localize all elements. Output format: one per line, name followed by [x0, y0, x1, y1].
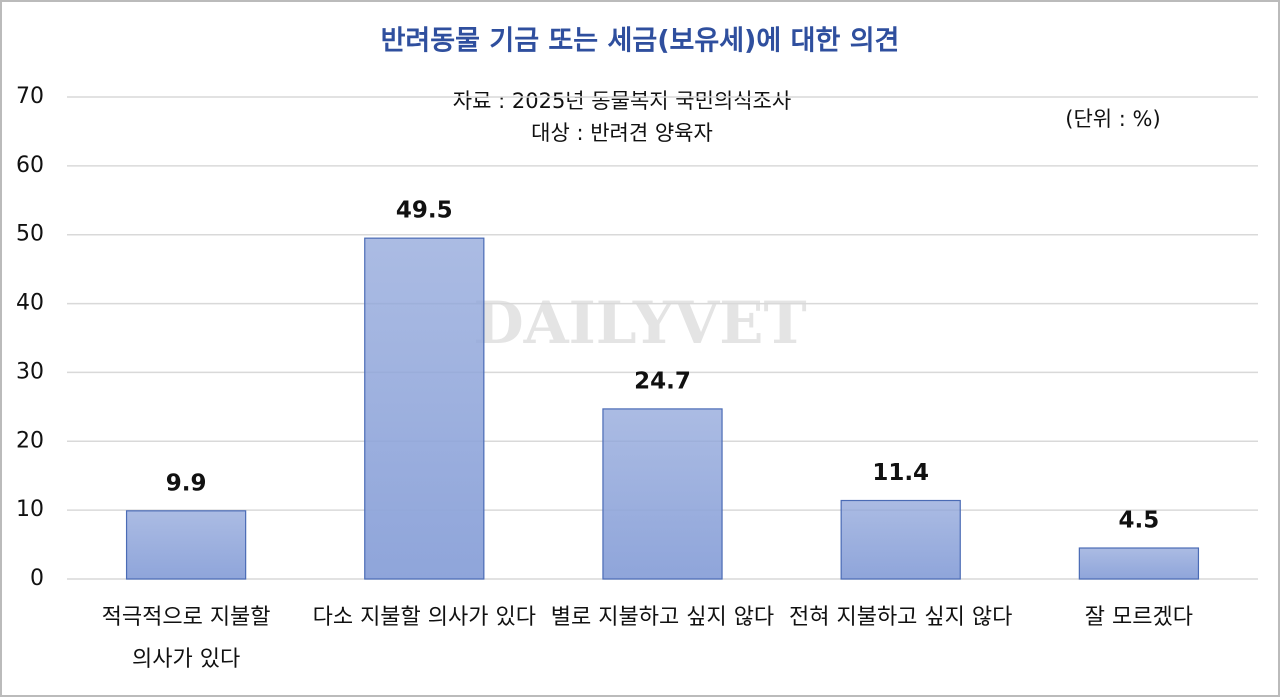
x-tick-label-box: 다소 지불할 의사가 있다: [312, 605, 536, 630]
chart-title: 반려동물 기금 또는 세금(보유세)에 대한 의견: [381, 26, 900, 57]
x-tick-label-box: 적극적으로 지불할 의사가 있다: [101, 605, 271, 672]
x-tick-label: 다소 지불할 의사가 있다: [312, 605, 536, 630]
y-tick-label: 10: [16, 497, 44, 522]
bar: [125, 510, 247, 580]
y-tick-label: 20: [16, 428, 44, 453]
y-tick-label: 0: [30, 566, 44, 591]
value-label: 24.7: [634, 368, 691, 394]
bar: [364, 237, 485, 580]
value-label: 4.5: [1119, 508, 1160, 534]
subtitle: 자료 : 2025년 동물복지 국민의식조사: [453, 89, 791, 113]
x-tick-label: 전혀 지불하고 싶지 않다: [788, 605, 1013, 630]
y-tick-label: 40: [16, 291, 44, 316]
value-label: 11.4: [872, 460, 929, 486]
x-tick-label: 별로 지불하고 싶지 않다: [550, 605, 775, 630]
unit-label: (단위 : %): [1065, 107, 1160, 131]
y-tick-label: 50: [16, 222, 44, 247]
x-tick-label: 적극적으로 지불할 의사가 있다: [101, 605, 271, 672]
bar: [1078, 547, 1200, 580]
value-label: 49.5: [396, 198, 453, 224]
y-tick-label: 60: [16, 153, 44, 178]
x-tick-label-box: 잘 모르겠다: [1084, 605, 1193, 630]
bar: [602, 408, 723, 580]
x-tick-label: 잘 모르겠다: [1084, 605, 1193, 630]
subtitle: 대상 : 반려견 양육자: [531, 121, 713, 145]
value-label: 9.9: [166, 470, 207, 496]
bar: [840, 499, 961, 580]
watermark: DAILYVET: [473, 289, 806, 357]
y-tick-label: 30: [16, 359, 44, 384]
x-tick-label-box: 별로 지불하고 싶지 않다: [550, 605, 775, 630]
y-tick-label: 70: [16, 84, 44, 109]
x-tick-label-box: 전혀 지불하고 싶지 않다: [788, 605, 1013, 630]
